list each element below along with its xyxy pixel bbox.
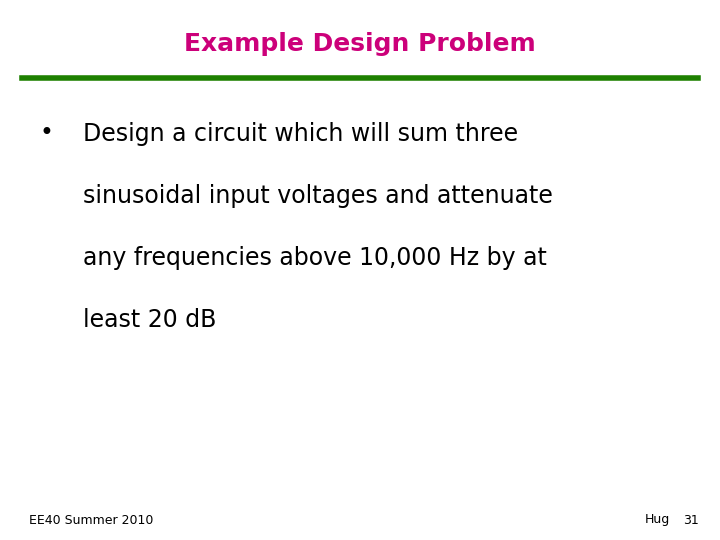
Text: sinusoidal input voltages and attenuate: sinusoidal input voltages and attenuate xyxy=(83,184,553,207)
Text: Hug: Hug xyxy=(644,514,670,526)
Text: least 20 dB: least 20 dB xyxy=(83,308,216,332)
Text: 31: 31 xyxy=(683,514,698,526)
Text: Example Design Problem: Example Design Problem xyxy=(184,32,536,56)
Text: Design a circuit which will sum three: Design a circuit which will sum three xyxy=(83,122,518,145)
Text: any frequencies above 10,000 Hz by at: any frequencies above 10,000 Hz by at xyxy=(83,246,546,269)
Text: •: • xyxy=(40,122,53,145)
Text: EE40 Summer 2010: EE40 Summer 2010 xyxy=(29,514,153,526)
